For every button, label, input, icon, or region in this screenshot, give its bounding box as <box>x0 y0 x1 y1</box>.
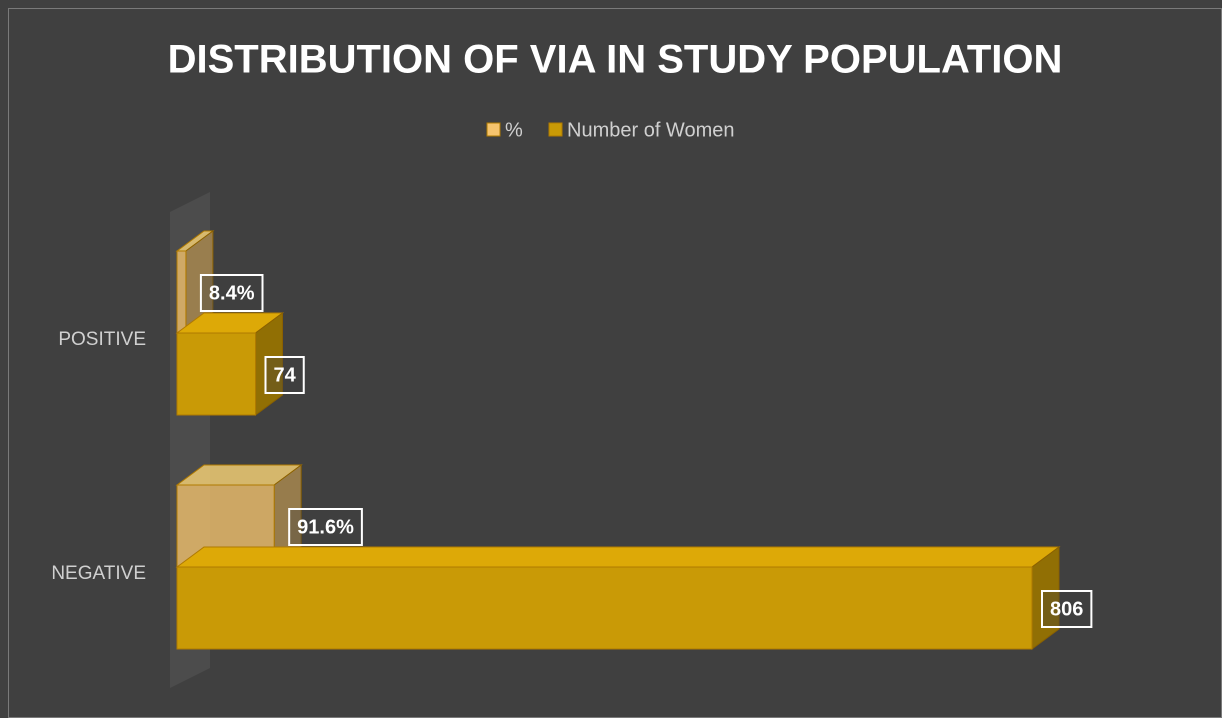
bar <box>176 566 1033 650</box>
data-label-box <box>264 356 305 394</box>
bar <box>176 250 187 334</box>
category-label: NEGATIVE <box>51 563 146 584</box>
data-label-box <box>1041 590 1093 628</box>
legend-label: Number of Women <box>567 119 734 141</box>
legend-swatch <box>548 122 563 137</box>
category-label: POSITIVE <box>58 329 146 350</box>
data-label-box <box>288 508 363 546</box>
data-label: 806 <box>1050 598 1083 620</box>
chart-title: DISTRIBUTION OF VIA IN STUDY POPULATION <box>168 38 1063 82</box>
data-label: 74 <box>273 364 296 386</box>
bar <box>176 332 256 416</box>
data-label-box <box>199 274 264 312</box>
data-label: 8.4% <box>209 282 255 304</box>
legend-swatch <box>486 122 501 137</box>
data-label: 91.6% <box>297 516 354 538</box>
bar-top <box>175 546 1061 568</box>
legend-label: % <box>505 119 523 141</box>
